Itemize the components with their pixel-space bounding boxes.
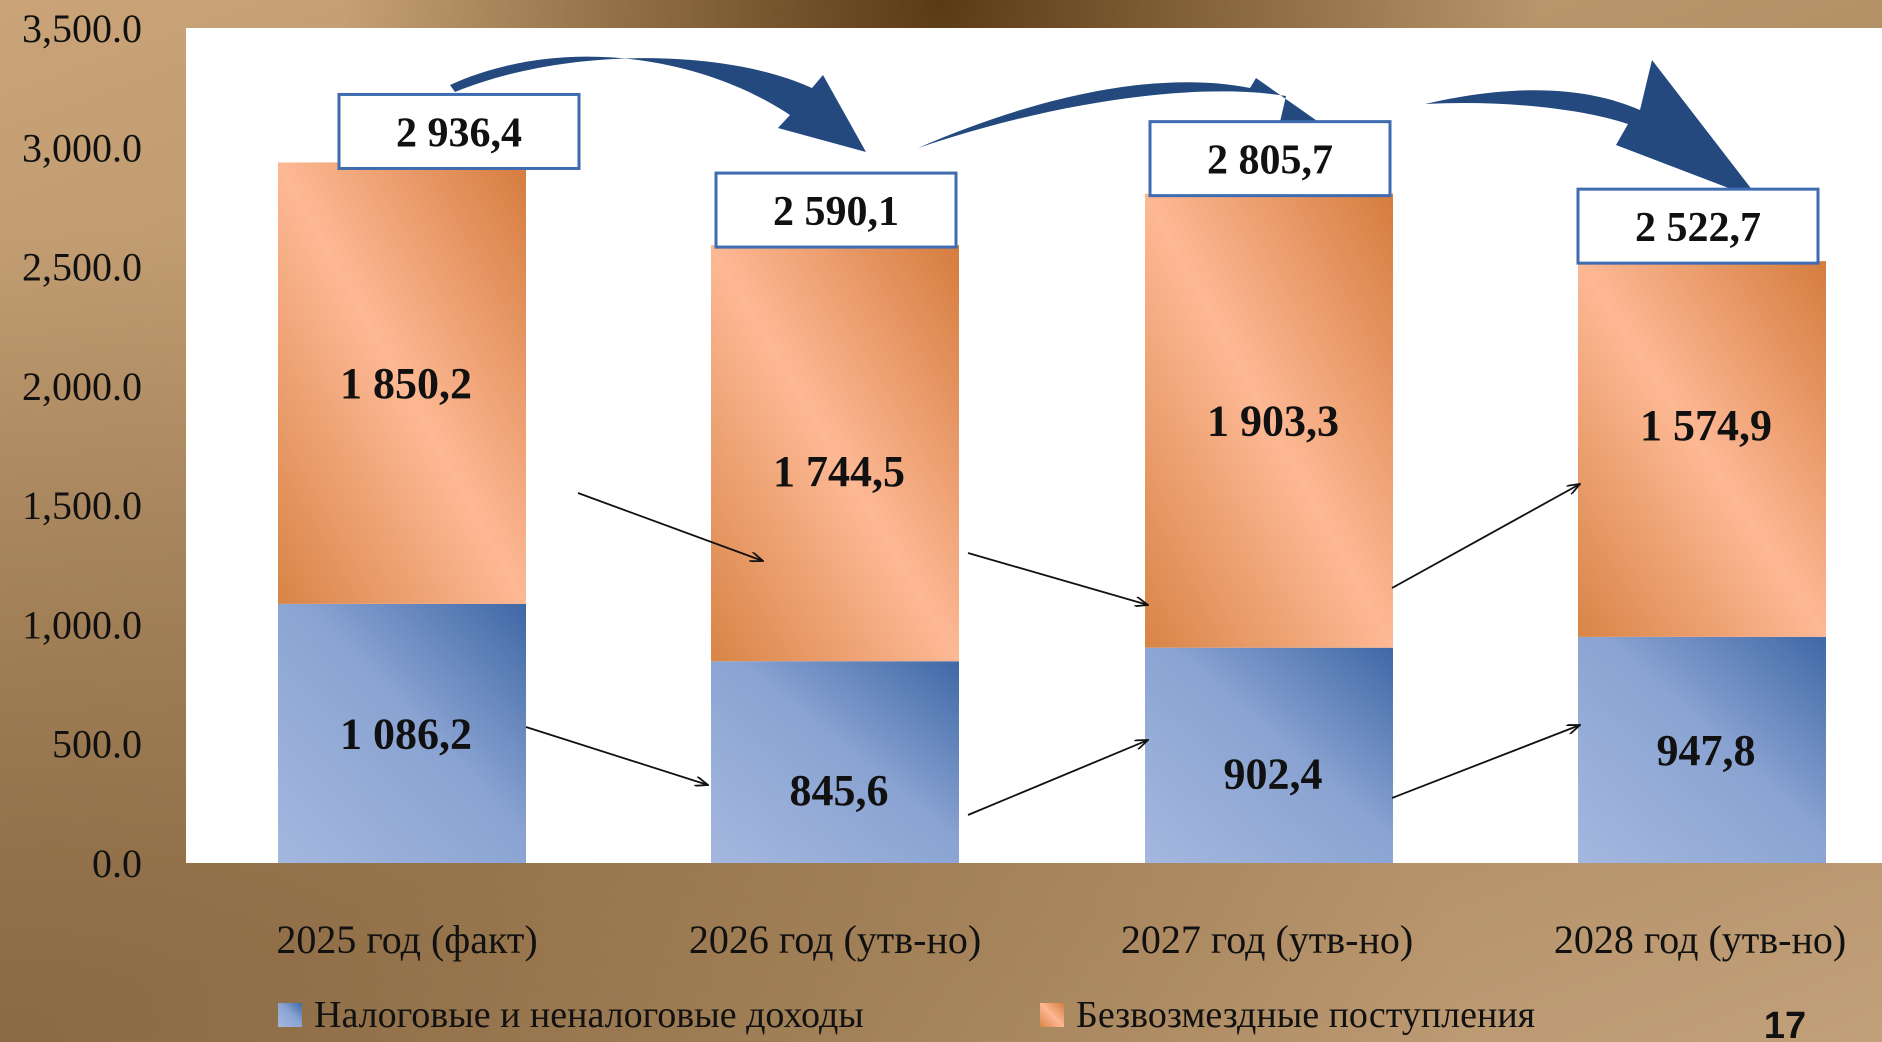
page-number: 17 (1764, 1005, 1806, 1042)
legend-label-1: Безвозмездные поступления (1076, 994, 1535, 1036)
total-box-3 (1576, 187, 1820, 265)
y-tick-label: 1,000.0 (22, 602, 142, 647)
label-tax-revenue-3: 947,8 (1657, 726, 1756, 775)
total-box-0 (337, 92, 581, 170)
label-tax-revenue-2: 902,4 (1224, 749, 1323, 798)
bars: 1 086,2 1 850,2 845,6 1 744,5 902,4 1 903,3 94… (278, 162, 1826, 863)
label-tax-revenue-0: 1 086,2 (340, 709, 472, 758)
y-tick-label: 2,500.0 (22, 245, 142, 290)
trend-arrow-0 (450, 56, 866, 152)
total-trend-arrows (450, 56, 1760, 200)
connector-arrow-1 (577, 492, 763, 561)
total-label-2: 2 805,7 (1207, 138, 1333, 184)
bar-tax-revenue-2 (1145, 647, 1393, 863)
label-grants-0: 1 850,2 (340, 359, 472, 408)
legend-swatch-0 (278, 1003, 302, 1027)
total-labels: 2 936,4 2 590,1 2 805,7 2 522,7 (337, 92, 1820, 265)
y-tick-label: 500.0 (52, 722, 142, 767)
trend-arrow-2 (1425, 60, 1760, 200)
total-label-1: 2 590,1 (773, 189, 899, 235)
connector-arrow-0 (525, 726, 708, 785)
bar-tax-revenue-3 (1578, 636, 1826, 863)
trend-arrow-1 (918, 78, 1330, 148)
y-axis: 0.0 500.0 1,000.0 1,500.0 2,000.0 2,500.0 3,00… (22, 6, 142, 886)
y-tick-label: 0.0 (92, 841, 142, 886)
legend-label-0: Налоговые и неналоговые доходы (314, 994, 864, 1036)
label-grants-2: 1 903,3 (1207, 397, 1339, 446)
x-tick-label-1: 2026 год (утв-но) (689, 917, 981, 962)
x-tick-label-0: 2025 год (факт) (276, 917, 537, 962)
bar-tax-revenue-0 (278, 603, 526, 863)
label-tax-revenue-1: 845,6 (790, 766, 889, 815)
y-tick-label: 2,000.0 (22, 364, 142, 409)
y-tick-label: 3,000.0 (22, 125, 142, 170)
total-box-2 (1148, 120, 1392, 198)
connector-arrows (525, 484, 1580, 816)
x-tick-label-2: 2027 год (утв-но) (1121, 917, 1413, 962)
connector-arrow-3 (967, 552, 1148, 605)
connector-arrow-5 (1391, 484, 1580, 589)
bar-grants-3 (1578, 261, 1826, 637)
label-grants-1: 1 744,5 (773, 447, 905, 496)
x-axis: 2025 год (факт) 2026 год (утв-но) 2027 год… (276, 917, 1846, 962)
y-tick-label: 3,500.0 (22, 6, 142, 51)
connector-arrow-2 (967, 740, 1148, 816)
total-box-1 (714, 171, 958, 249)
x-tick-label-3: 2028 год (утв-но) (1554, 917, 1846, 962)
bar-grants-2 (1145, 193, 1393, 648)
total-label-3: 2 522,7 (1635, 205, 1761, 251)
bar-tax-revenue-1 (711, 661, 959, 863)
label-grants-3: 1 574,9 (1640, 401, 1772, 450)
connector-arrow-4 (1391, 725, 1580, 799)
total-label-0: 2 936,4 (396, 110, 522, 156)
legend-swatch-1 (1040, 1003, 1064, 1027)
y-tick-label: 1,500.0 (22, 483, 142, 528)
legend: Налоговые и неналоговые доходы Безвозмезд… (278, 994, 1535, 1036)
bar-grants-1 (711, 245, 959, 662)
bar-grants-0 (278, 162, 526, 604)
